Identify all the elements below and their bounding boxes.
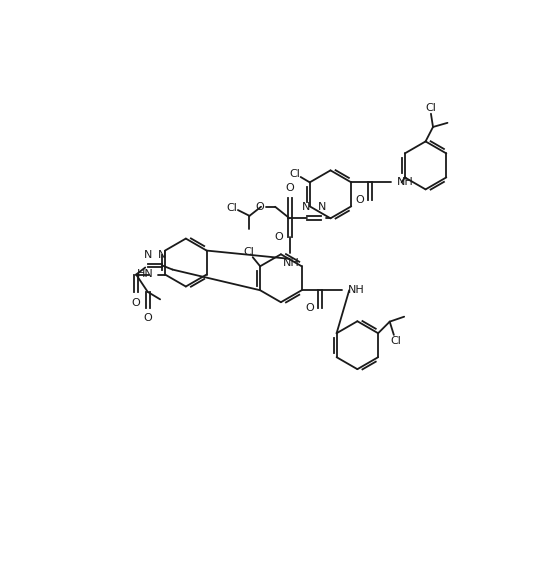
Text: NH: NH [347,285,364,295]
Text: N: N [318,202,326,212]
Text: O: O [256,202,264,212]
Text: HN: HN [137,269,153,279]
Text: Cl: Cl [426,102,436,113]
Text: Cl: Cl [227,203,237,213]
Text: N: N [144,250,152,260]
Text: O: O [355,195,363,205]
Text: O: O [132,298,140,308]
Text: N: N [158,250,166,260]
Text: N: N [302,202,311,212]
Text: NH: NH [282,258,299,269]
Text: O: O [285,183,294,193]
Text: O: O [274,232,283,242]
Text: O: O [143,314,152,323]
Text: NH: NH [397,178,414,187]
Text: Cl: Cl [390,336,401,345]
Text: Cl: Cl [243,247,254,257]
Text: O: O [306,303,314,312]
Text: Cl: Cl [289,169,300,179]
